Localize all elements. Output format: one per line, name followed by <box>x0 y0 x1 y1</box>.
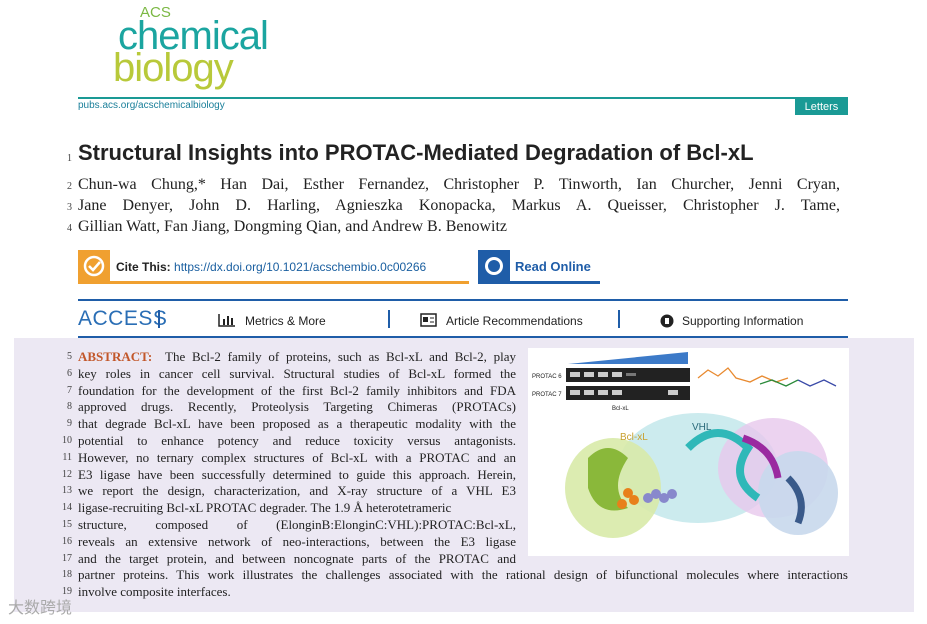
recommendations-icon <box>420 313 437 327</box>
header-rule <box>78 97 848 99</box>
article-type-badge: Letters <box>795 99 848 115</box>
abstract-line: E3 ligase have been successfully determi… <box>78 466 516 482</box>
cite-label: Cite This: <box>116 260 171 274</box>
author-line: Chun-wa Chung,* Han Dai, Esther Fernande… <box>78 176 840 193</box>
abstract-line: The Bcl-2 family of proteins, such as Bc… <box>165 349 516 364</box>
author-line: Gillian Watt, Fan Jiang, Dongming Qian, … <box>78 218 508 235</box>
line-number: 12 <box>62 468 72 480</box>
figure-label: Bcl-xL <box>612 406 629 412</box>
abstract-line: involve composite interfaces. <box>78 584 231 600</box>
figure-label: PROTAC 6 <box>532 374 562 380</box>
line-number: 8 <box>67 401 72 413</box>
abstract-line: partner proteins. This work illustrates … <box>78 567 848 583</box>
abstract-line: key roles in cancer cell survival. Struc… <box>78 365 516 381</box>
access-link[interactable]: Metrics & More <box>245 314 326 328</box>
abstract-line: ligase-recruiting Bcl-xL PROTAC degrader… <box>78 500 452 516</box>
separator <box>158 310 160 328</box>
line-number: 13 <box>62 485 72 497</box>
read-online-underline <box>478 281 600 284</box>
access-label: ACCESS <box>78 307 168 330</box>
line-number: 14 <box>62 502 72 514</box>
line-number: 4 <box>67 223 72 234</box>
line-number: 10 <box>62 435 72 446</box>
author-line: Jane Denyer, John D. Harling, Agnieszka … <box>78 197 840 214</box>
logo-chemical: chemical <box>118 14 269 58</box>
abstract-line: reveals an extensive network of neo-inte… <box>78 533 516 549</box>
read-online[interactable]: Read Online <box>515 259 591 274</box>
line-number: 9 <box>67 418 72 430</box>
line-number: 19 <box>62 586 72 598</box>
access-link[interactable]: Article Recommendations <box>446 314 583 328</box>
check-icon <box>83 255 105 277</box>
access-link[interactable]: Supporting Information <box>682 314 804 328</box>
line-number: 1 <box>67 153 72 164</box>
access-bottom-rule <box>78 336 848 338</box>
abstract-line: and the target protein, and between nonc… <box>78 550 516 566</box>
abstract-line: approved drugs. Recently, Proteolysis Ta… <box>78 399 516 415</box>
watermark: 大数跨境 <box>8 598 73 617</box>
line-number: 18 <box>62 569 72 581</box>
figure-label: Bcl-xL <box>620 432 648 443</box>
journal-url[interactable]: pubs.acs.org/acschemicalbiology <box>78 100 225 111</box>
line-number: 2 <box>67 181 72 192</box>
article-title: Structural Insights into PROTAC-Mediated… <box>78 140 754 165</box>
doi-link[interactable]: https://dx.doi.org/10.1021/acschembio.0c… <box>174 260 427 274</box>
separator <box>388 310 390 328</box>
line-number: 5 <box>67 351 72 362</box>
globe-icon <box>485 257 503 275</box>
abstract-line: structure, composed of (ElonginB:Elongin… <box>78 517 516 532</box>
abstract-line: we report the design, characterization, … <box>78 483 516 499</box>
logo-acs: ACS <box>140 4 171 21</box>
line-number: 6 <box>67 367 72 379</box>
supporting-icon <box>660 314 674 328</box>
abstract-line: foundation for the development of the fi… <box>78 382 516 398</box>
toc-graphic: PROTAC 6 PROTAC 7 Bcl-xL Bcl-xL VHL <box>528 348 849 556</box>
access-top-rule <box>78 299 848 301</box>
line-number: 16 <box>62 535 72 547</box>
cite-row: Cite This: https://dx.doi.org/10.1021/ac… <box>116 260 426 274</box>
line-number: 15 <box>62 519 72 530</box>
separator <box>618 310 620 328</box>
cite-icon[interactable] <box>78 250 110 282</box>
figure-label: PROTAC 7 <box>532 392 562 398</box>
abstract-label: ABSTRACT: <box>78 349 153 364</box>
line-number: 11 <box>62 451 72 463</box>
abstract-line: that degrade Bcl-xL have been proposed a… <box>78 416 516 432</box>
line-number: 17 <box>62 552 72 564</box>
abstract-line: However, no ternary complex structures o… <box>78 449 516 465</box>
line-number: 7 <box>67 384 72 396</box>
abstract-line: potential to enhance potency and reduce … <box>78 433 516 448</box>
cite-underline <box>78 281 469 284</box>
metrics-icon <box>218 314 235 327</box>
line-number: 3 <box>67 202 72 213</box>
read-online-icon[interactable] <box>478 250 510 282</box>
figure-label: VHL <box>692 422 712 433</box>
logo-biology: biology <box>113 46 234 90</box>
